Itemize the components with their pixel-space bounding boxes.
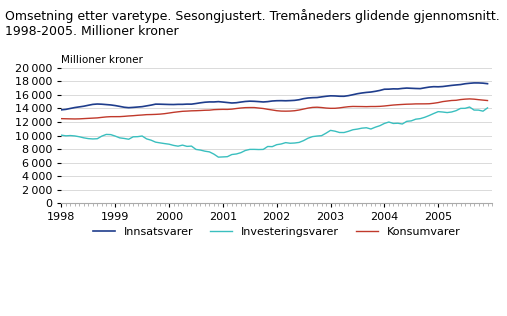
Investeringsvarer [292,141,298,145]
Legend: Innsatsvarer, Investeringsvarer, Konsumvarer: Innsatsvarer, Investeringsvarer, Konsumv… [88,222,465,241]
Konsumvarer [278,109,284,113]
Innsatsvarer [471,81,477,85]
Konsumvarer [485,99,491,102]
Konsumvarer [58,117,64,120]
Investeringsvarer [278,142,284,146]
Investeringsvarer [466,105,473,109]
Investeringsvarer [453,109,459,112]
Innsatsvarer [449,83,455,87]
Investeringsvarer [485,106,491,110]
Investeringsvarer [247,148,253,151]
Text: Omsetning etter varetype. Sesongjustert. Tremåneders glidende gjennomsnitt.
1998: Omsetning etter varetype. Sesongjustert.… [5,9,500,39]
Innsatsvarer [485,82,491,86]
Konsumvarer [72,117,78,121]
Innsatsvarer [58,108,64,112]
Innsatsvarer [242,100,248,103]
Konsumvarer [292,109,298,112]
Innsatsvarer [117,105,123,108]
Konsumvarer [121,114,127,118]
Konsumvarer [466,97,473,101]
Konsumvarer [453,98,459,102]
Investeringsvarer [215,155,222,159]
Line: Konsumvarer: Konsumvarer [61,99,488,119]
Konsumvarer [184,109,190,113]
Investeringsvarer [58,133,64,137]
Innsatsvarer [179,102,186,106]
Konsumvarer [247,106,253,109]
Innsatsvarer [274,99,280,103]
Investeringsvarer [117,136,123,140]
Innsatsvarer [287,99,293,102]
Line: Investeringsvarer: Investeringsvarer [61,107,488,157]
Text: Millioner kroner: Millioner kroner [61,55,143,65]
Line: Innsatsvarer: Innsatsvarer [61,83,488,110]
Investeringsvarer [179,143,186,147]
